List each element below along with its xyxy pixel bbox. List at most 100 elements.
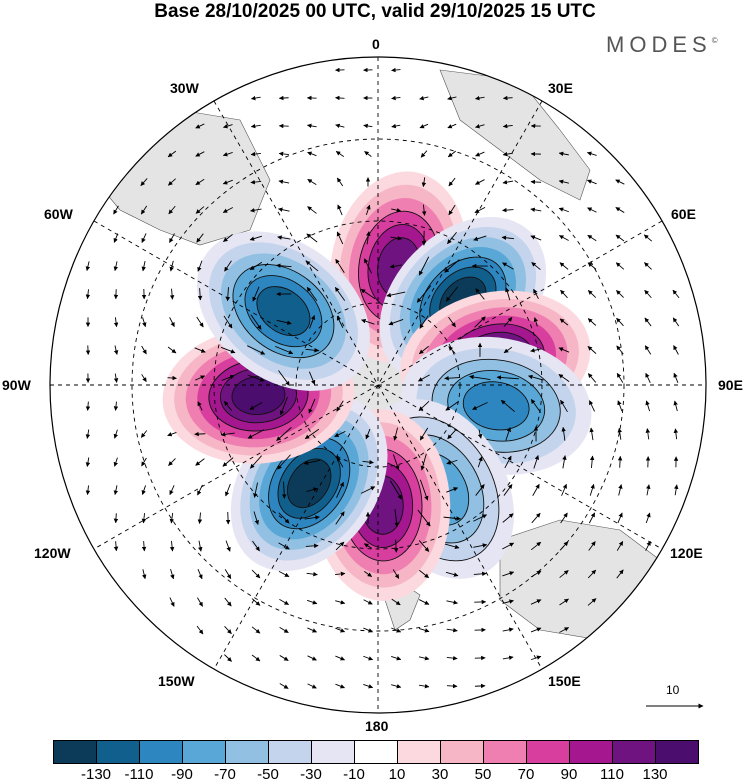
- wind-vector: [475, 288, 485, 300]
- wind-vector: [363, 543, 372, 549]
- wind-vector: [336, 400, 344, 412]
- wind-vector: [391, 656, 402, 661]
- wind-vector: [444, 543, 460, 550]
- lon-label-60w: 60W: [44, 206, 73, 222]
- wind-vector: [197, 401, 203, 411]
- colorbar-tick-label: -70: [214, 766, 236, 783]
- wind-vector: [279, 627, 289, 633]
- wind-vector: [169, 540, 175, 552]
- wind-vector: [306, 233, 318, 243]
- wind-vector: [225, 540, 231, 552]
- wind-vector: [475, 484, 485, 496]
- colorbar-tick-label: 10: [388, 766, 406, 783]
- wind-vector: [394, 509, 399, 528]
- wind-vector: [141, 261, 146, 272]
- wind-vector: [505, 427, 512, 441]
- colorbar-tick-label: 130: [642, 766, 668, 783]
- wind-vector: [477, 429, 483, 439]
- anomaly-layer: [162, 171, 592, 601]
- wind-vector: [473, 514, 488, 522]
- wind-vector: [560, 289, 568, 299]
- wind-vector: [418, 345, 429, 355]
- wind-vector: [303, 459, 320, 466]
- wind-vector: [278, 370, 290, 386]
- wind-vector: [532, 483, 540, 496]
- wind-vector: [417, 374, 430, 382]
- colorbar-swatch: [440, 740, 484, 764]
- wind-vector: [502, 179, 514, 185]
- wind-vector: [502, 151, 513, 157]
- wind-vector: [502, 95, 513, 101]
- wind-vector: [335, 655, 346, 661]
- wind-vector: [195, 178, 205, 186]
- wind-vector: [475, 124, 485, 129]
- wind-vector: [419, 479, 429, 501]
- wind-vector: [113, 205, 119, 215]
- wind-vector: [446, 459, 458, 465]
- modes-logo: MODES©: [606, 32, 718, 58]
- wind-vector: [448, 204, 456, 216]
- wind-vector: [645, 372, 651, 383]
- wind-vector: [253, 511, 259, 525]
- wind-vector: [142, 569, 147, 580]
- wind-vector: [307, 655, 317, 661]
- wind-vector: [559, 598, 569, 606]
- colorbar-swatch: [53, 740, 97, 764]
- wind-vector: [197, 260, 203, 272]
- wind-vector: [503, 346, 513, 354]
- wind-vector: [391, 123, 401, 129]
- wind-vector: [446, 655, 458, 661]
- wind-vector: [617, 427, 622, 440]
- wind-vector: [388, 319, 404, 326]
- wind-vector: [306, 286, 318, 302]
- wind-vector: [224, 260, 232, 272]
- wind-vector: [252, 286, 260, 302]
- wind-vector: [170, 569, 175, 580]
- colorbar-tick-label: -90: [171, 766, 193, 783]
- wind-vector: [421, 204, 427, 216]
- wind-vector: [531, 262, 541, 270]
- vector-scale-label: 10: [666, 683, 680, 697]
- globe-border: [49, 56, 707, 714]
- wind-vector: [361, 319, 375, 325]
- wind-vector: [195, 375, 206, 381]
- wind-vector: [141, 374, 147, 383]
- colorbar-swatch: [483, 740, 527, 764]
- wind-vector: [167, 346, 177, 354]
- wind-vector: [278, 151, 289, 157]
- wind-vector: [646, 484, 651, 496]
- wind-vector: [587, 346, 597, 354]
- wind-vector: [391, 95, 401, 101]
- wind-vector: [448, 346, 456, 354]
- wind-vector: [616, 317, 624, 327]
- wind-vector: [586, 151, 597, 156]
- wind-vector: [169, 288, 175, 300]
- wind-vector: [169, 597, 175, 607]
- wind-vector: [446, 487, 459, 493]
- wind-vector: [616, 372, 624, 383]
- wind-vector: [195, 206, 205, 214]
- wind-vector: [418, 540, 430, 552]
- wind-vector: [617, 455, 623, 468]
- wind-vector: [251, 654, 261, 662]
- wind-vector: [250, 123, 261, 129]
- wind-vector: [530, 599, 542, 605]
- wind-vector: [562, 455, 567, 469]
- lon-label-30w: 30W: [170, 80, 199, 96]
- wind-vector: [530, 627, 542, 633]
- wind-vector: [445, 571, 459, 577]
- wind-vector: [113, 429, 119, 439]
- wind-vector: [278, 570, 290, 578]
- wind-vector: [305, 348, 319, 353]
- wind-vector: [443, 516, 461, 521]
- wind-vector: [589, 400, 595, 412]
- wind-vector: [644, 345, 652, 355]
- wind-vector: [222, 124, 233, 129]
- wind-vector: [587, 318, 597, 326]
- logo-mark: ©: [711, 36, 718, 45]
- wind-vector: [530, 207, 542, 212]
- wind-vector: [531, 512, 541, 524]
- wind-vector: [617, 512, 623, 524]
- wind-vector: [475, 179, 485, 185]
- wind-vector: [140, 178, 148, 186]
